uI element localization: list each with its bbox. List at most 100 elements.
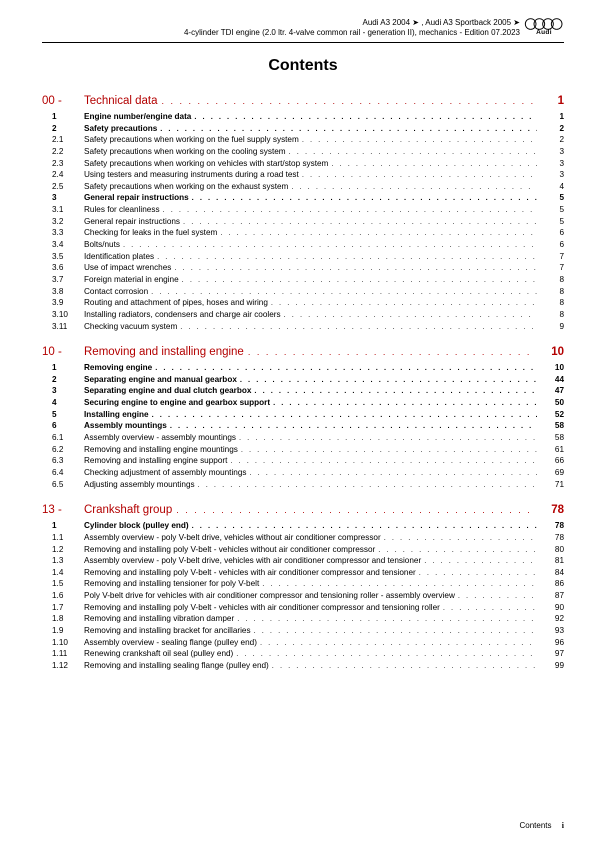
toc-entry-page: 8 [540,274,564,286]
toc-entry-page: 84 [540,567,564,579]
toc-entry: 1.11Renewing crankshaft oil seal (pulley… [42,648,564,660]
toc-leader-dots: . . . . . . . . . . . . . . . . . . . . … [248,347,536,357]
toc-entry-number: 2.1 [42,134,84,146]
toc-entry-title: Removing and installing engine mountings [84,444,238,456]
toc-entry-title: Checking vacuum system [84,321,177,333]
toc-entry: 1.10Assembly overview - sealing flange (… [42,637,564,649]
toc-entry-number: 1.3 [42,555,84,567]
toc-entry-page: 8 [540,297,564,309]
toc-entry: 3.1Rules for cleanliness. . . . . . . . … [42,204,564,216]
toc-entry-number: 6 [42,420,84,432]
toc-entry-title: Safety precautions when working on the c… [84,146,286,158]
toc-entry-title: Renewing crankshaft oil seal (pulley end… [84,648,233,660]
section-title: Crankshaft group [84,504,172,516]
toc-entry-page: 9 [540,321,564,333]
toc-entry-title: Adjusting assembly mountings [84,479,195,491]
toc-entry-page: 86 [540,578,564,590]
toc-leader-dots: . . . . . . . . . . . . . . . . . . . . … [241,445,537,456]
toc-entry-title: Bolts/nuts [84,239,120,251]
toc-leader-dots: . . . . . . . . . . . . . . . . . . . . … [174,263,537,274]
toc-entry-title: Assembly overview - sealing flange (pull… [84,637,257,649]
toc-entry-title: Use of impact wrenches [84,262,171,274]
toc-entry-page: 8 [540,286,564,298]
toc-entry: 1.6Poly V-belt drive for vehicles with a… [42,590,564,602]
toc-entry-title: Foreign material in engine [84,274,179,286]
toc-leader-dots: . . . . . . . . . . . . . . . . . . . . … [240,375,537,386]
toc-entry-page: 6 [540,227,564,239]
toc-entry-number: 3.7 [42,274,84,286]
toc-entry-number: 3.4 [42,239,84,251]
toc-leader-dots: . . . . . . . . . . . . . . . . . . . . … [273,398,537,409]
toc-leader-dots: . . . . . . . . . . . . . . . . . . . . … [419,568,537,579]
toc-leader-dots: . . . . . . . . . . . . . . . . . . . . … [176,505,536,515]
toc-entry-page: 71 [540,479,564,491]
toc-entry: 1.3Assembly overview - poly V-belt drive… [42,555,564,567]
toc-leader-dots: . . . . . . . . . . . . . . . . . . . . … [237,614,537,625]
toc-leader-dots: . . . . . . . . . . . . . . . . . . . . … [272,661,537,672]
toc-entry-number: 2.4 [42,169,84,181]
toc-entry: 3Separating engine and dual clutch gearb… [42,385,564,397]
toc-entry-page: 96 [540,637,564,649]
toc-entry-title: Removing and installing bracket for anci… [84,625,251,637]
toc-entry: 1.2Removing and installing poly V-belt -… [42,544,564,556]
toc-entry: 1Cylinder block (pulley end). . . . . . … [42,520,564,532]
toc-entry: 6.2Removing and installing engine mounti… [42,444,564,456]
toc-leader-dots: . . . . . . . . . . . . . . . . . . . . … [331,159,537,170]
toc-entry-number: 5 [42,409,84,421]
toc-entry-number: 1 [42,520,84,532]
toc-entry-page: 3 [540,146,564,158]
page-header: Audi A3 2004 ➤ , Audi A3 Sportback 2005 … [42,18,564,38]
toc-entry-page: 47 [540,385,564,397]
section-page: 10 [540,346,564,358]
toc-entry: 3.6Use of impact wrenches. . . . . . . .… [42,262,564,274]
toc-entry: 1Removing engine. . . . . . . . . . . . … [42,362,564,374]
toc-entry-number: 1.1 [42,532,84,544]
toc-leader-dots: . . . . . . . . . . . . . . . . . . . . … [284,310,537,321]
toc-entry-title: Safety precautions when working on vehic… [84,158,328,170]
toc-entry-number: 3.8 [42,286,84,298]
toc-entry-page: 1 [540,111,564,123]
toc-entry-title: Poly V-belt drive for vehicles with air … [84,590,455,602]
toc-entry-page: 5 [540,216,564,228]
toc-leader-dots: . . . . . . . . . . . . . . . . . . . . … [254,386,537,397]
toc-entry: 3.2General repair instructions. . . . . … [42,216,564,228]
toc-entry-page: 78 [540,520,564,532]
section-number: 13 - [42,504,84,516]
toc-entry-number: 1.7 [42,602,84,614]
toc-entry: 6.3Removing and installing engine suppor… [42,455,564,467]
toc-entry-title: Assembly overview - poly V-belt drive, v… [84,532,381,544]
toc-entry-title: Checking for leaks in the fuel system [84,227,217,239]
header-rule [42,42,564,43]
toc-leader-dots: . . . . . . . . . . . . . . . . . . . . … [182,275,537,286]
page-title: Contents [42,57,564,75]
audi-logo-text: Audi [524,29,564,37]
toc-entry-page: 81 [540,555,564,567]
toc-entry: 4Securing engine to engine and gearbox s… [42,397,564,409]
toc-entry-page: 4 [540,181,564,193]
toc-entry-page: 6 [540,239,564,251]
toc-entry-number: 3.9 [42,297,84,309]
toc-leader-dots: . . . . . . . . . . . . . . . . . . . . … [262,579,537,590]
toc-entry-title: Removing and installing poly V-belt - ve… [84,567,416,579]
toc-entry-page: 69 [540,467,564,479]
toc-entry: 1.7Removing and installing poly V-belt -… [42,602,564,614]
toc-entry: 6.1Assembly overview - assembly mounting… [42,432,564,444]
toc-entry-number: 1.2 [42,544,84,556]
toc-entry-number: 1.8 [42,613,84,625]
toc-entry-number: 6.4 [42,467,84,479]
toc-entry-title: Separating engine and dual clutch gearbo… [84,385,251,397]
toc-entry-title: Safety precautions when working on the f… [84,134,299,146]
toc-leader-dots: . . . . . . . . . . . . . . . . . . . . … [291,182,537,193]
toc-leader-dots: . . . . . . . . . . . . . . . . . . . . … [192,193,537,204]
section-number: 10 - [42,346,84,358]
toc-entry-number: 3.1 [42,204,84,216]
toc-entry-number: 3.5 [42,251,84,263]
toc-entry-number: 3.10 [42,309,84,321]
toc-leader-dots: . . . . . . . . . . . . . . . . . . . . … [155,363,537,374]
toc-section-heading: 13 -Crankshaft group . . . . . . . . . . … [42,504,564,516]
toc-entry: 1.4Removing and installing poly V-belt -… [42,567,564,579]
toc-entry-number: 3.11 [42,321,84,333]
toc-leader-dots: . . . . . . . . . . . . . . . . . . . . … [443,603,537,614]
toc-entry: 3.10Installing radiators, condensers and… [42,309,564,321]
toc-entry-title: Engine number/engine data [84,111,191,123]
